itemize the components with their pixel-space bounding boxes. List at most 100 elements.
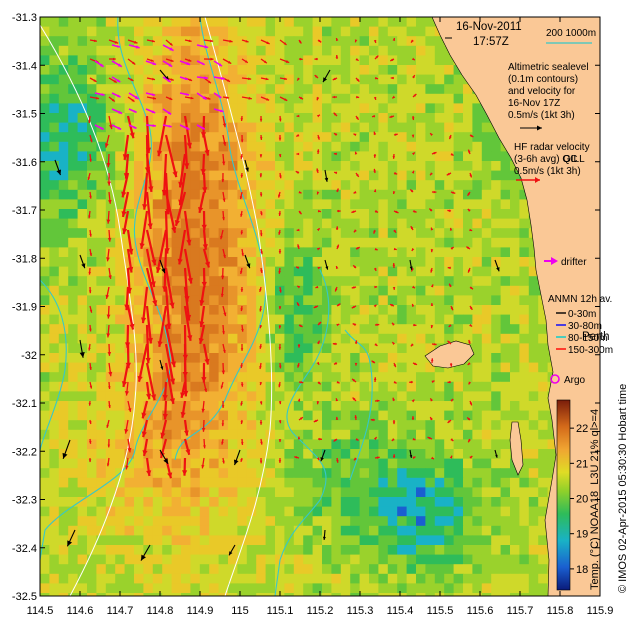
sst-cell <box>312 228 323 239</box>
sst-cell <box>322 45 332 56</box>
sst-cell <box>416 477 426 488</box>
sst-cell <box>105 84 116 95</box>
hf-vector-arrow <box>298 39 302 44</box>
sst-cell <box>369 266 379 277</box>
sst-cell <box>340 55 351 66</box>
sst-cell <box>209 391 219 402</box>
sst-cell <box>77 564 88 575</box>
sst-cell <box>199 103 210 114</box>
hf-vector-arrow <box>468 381 472 385</box>
hf-vector-arrow <box>297 436 301 440</box>
sst-cell <box>40 237 50 248</box>
sst-cell <box>265 535 276 546</box>
sst-cell <box>237 381 248 392</box>
sst-cell <box>293 497 304 507</box>
sst-cell <box>528 401 539 411</box>
sst-cell <box>500 573 511 584</box>
sst-cell <box>190 458 201 469</box>
sst-cell <box>472 285 483 296</box>
hf-vector-arrow <box>469 305 473 311</box>
sst-cell <box>444 151 454 162</box>
hf-vector-arrow <box>298 57 303 61</box>
sst-cell <box>181 103 191 114</box>
sst-cell <box>49 583 60 594</box>
hf-vector-arrow <box>259 324 263 329</box>
sst-cell <box>378 247 389 258</box>
sst-cell <box>378 458 389 469</box>
sst-cell <box>397 458 407 469</box>
sst-cell <box>510 209 520 219</box>
sst-cell <box>58 266 69 277</box>
sst-cell <box>322 132 332 143</box>
sst-cell <box>124 487 135 498</box>
sst-cell <box>256 285 266 296</box>
sst-cell <box>293 362 304 373</box>
sst-cell <box>152 535 163 546</box>
sst-cell <box>134 429 144 440</box>
sst-cell <box>416 410 426 421</box>
sst-cell <box>143 487 154 498</box>
sst-cell <box>256 199 266 210</box>
sst-cell <box>491 209 501 219</box>
hf-vector-arrow <box>278 305 282 310</box>
sst-cell <box>171 381 182 392</box>
sst-cell <box>425 17 436 27</box>
sst-cell <box>162 26 172 37</box>
sst-cell <box>228 141 238 152</box>
sst-cell <box>510 353 520 363</box>
sst-cell <box>340 285 351 296</box>
sst-cell <box>406 151 417 162</box>
sst-cell <box>134 401 144 411</box>
sst-cell <box>265 84 276 95</box>
sst-cell <box>275 564 285 575</box>
sst-cell <box>49 209 60 219</box>
hf-vector-arrow <box>392 37 396 41</box>
hf-vector-arrow <box>351 210 357 214</box>
sst-cell <box>350 266 360 277</box>
sst-cell <box>228 497 238 507</box>
sst-cell <box>237 477 248 488</box>
sst-cell <box>209 218 219 229</box>
sst-cell <box>228 93 238 104</box>
sst-cell <box>491 353 501 363</box>
sst-cell <box>237 497 248 507</box>
sst-cell <box>491 564 501 575</box>
sst-cell <box>293 516 304 527</box>
sst-cell <box>87 266 97 277</box>
sst-cell <box>275 429 285 440</box>
sst-cell <box>87 420 97 431</box>
sst-cell <box>77 84 88 95</box>
sst-cell <box>406 276 417 287</box>
sst-cell <box>481 170 492 181</box>
sst-cell <box>331 93 342 104</box>
sst-cell <box>312 564 323 575</box>
sst-cell <box>124 381 135 392</box>
sst-cell <box>331 122 342 133</box>
sst-cell <box>115 305 125 315</box>
sst-cell <box>491 439 501 450</box>
sst-cell <box>237 458 248 469</box>
sst-cell <box>481 593 492 596</box>
sst-cell <box>256 410 266 421</box>
sst-cell <box>453 122 464 133</box>
sst-cell <box>481 343 492 354</box>
hf-vector-arrow <box>393 247 397 251</box>
sst-cell <box>68 545 78 555</box>
hf-vector-arrow <box>412 437 416 441</box>
sst-cell <box>246 266 257 277</box>
sst-cell <box>40 93 50 104</box>
hf-vector-arrow <box>88 343 91 351</box>
sst-cell <box>228 55 238 66</box>
sst-cell <box>190 324 201 335</box>
sst-cell <box>444 276 454 287</box>
sst-cell <box>152 141 163 152</box>
sst-cell <box>519 295 530 306</box>
sst-cell <box>331 487 342 498</box>
sst-cell <box>303 93 313 104</box>
sst-cell <box>472 468 483 479</box>
sst-cell <box>162 573 172 584</box>
hf-vector-arrow <box>317 321 322 326</box>
sst-cell <box>528 410 539 421</box>
sst-cell <box>331 266 342 277</box>
sst-cell <box>416 305 426 315</box>
